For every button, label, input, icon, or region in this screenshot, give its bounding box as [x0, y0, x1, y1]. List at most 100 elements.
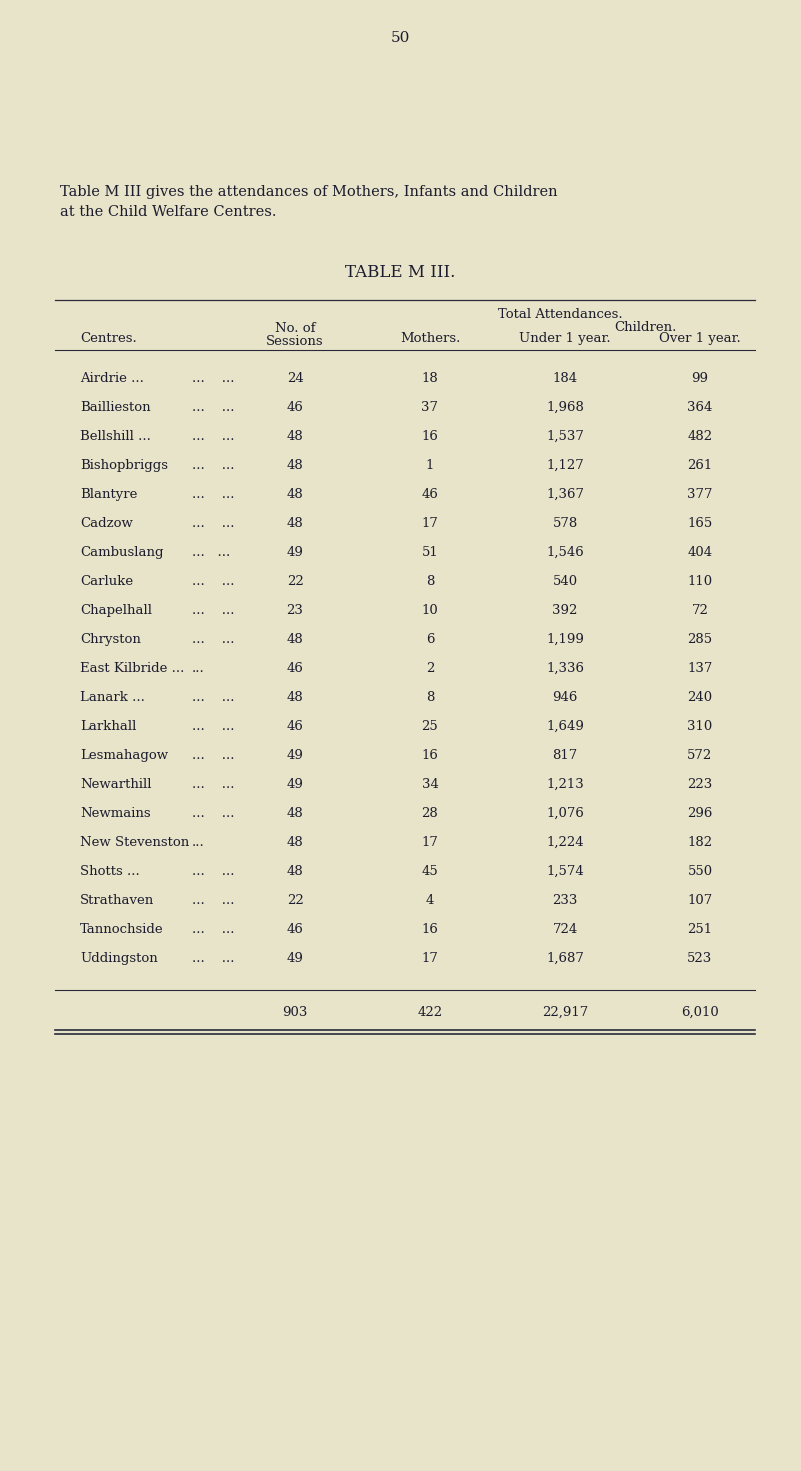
- Text: 46: 46: [287, 400, 304, 413]
- Text: ...    ...: ... ...: [192, 516, 235, 530]
- Text: 48: 48: [287, 487, 304, 500]
- Text: 296: 296: [687, 806, 713, 819]
- Text: Sessions: Sessions: [266, 334, 324, 347]
- Text: ...    ...: ... ...: [192, 400, 235, 413]
- Text: Centres.: Centres.: [80, 331, 137, 344]
- Text: Airdrie ...: Airdrie ...: [80, 372, 144, 384]
- Text: 724: 724: [553, 922, 578, 936]
- Text: Strathaven: Strathaven: [80, 893, 155, 906]
- Text: 1,199: 1,199: [546, 633, 584, 646]
- Text: 523: 523: [687, 952, 713, 965]
- Text: ...: ...: [192, 662, 205, 675]
- Text: 17: 17: [421, 516, 438, 530]
- Text: 22,917: 22,917: [541, 1006, 588, 1018]
- Text: 1,537: 1,537: [546, 430, 584, 443]
- Text: 46: 46: [287, 662, 304, 675]
- Text: 1,224: 1,224: [546, 836, 584, 849]
- Text: at the Child Welfare Centres.: at the Child Welfare Centres.: [60, 204, 276, 219]
- Text: 310: 310: [687, 719, 713, 733]
- Text: Lesmahagow: Lesmahagow: [80, 749, 168, 762]
- Text: ...    ...: ... ...: [192, 430, 235, 443]
- Text: 165: 165: [687, 516, 713, 530]
- Text: 946: 946: [553, 690, 578, 703]
- Text: ...   ...: ... ...: [192, 546, 230, 559]
- Text: 48: 48: [287, 516, 304, 530]
- Text: Chryston: Chryston: [80, 633, 141, 646]
- Text: 46: 46: [421, 487, 438, 500]
- Text: 8: 8: [426, 575, 434, 587]
- Text: ...    ...: ... ...: [192, 575, 235, 587]
- Text: 540: 540: [553, 575, 578, 587]
- Text: East Kilbride ...: East Kilbride ...: [80, 662, 184, 675]
- Text: 17: 17: [421, 952, 438, 965]
- Text: 16: 16: [421, 430, 438, 443]
- Text: 392: 392: [553, 603, 578, 616]
- Text: ...    ...: ... ...: [192, 865, 235, 878]
- Text: 903: 903: [282, 1006, 308, 1018]
- Text: 377: 377: [687, 487, 713, 500]
- Text: 240: 240: [687, 690, 713, 703]
- Text: Mothers.: Mothers.: [400, 331, 461, 344]
- Text: 49: 49: [287, 749, 304, 762]
- Text: 22: 22: [287, 893, 304, 906]
- Text: Shotts ...: Shotts ...: [80, 865, 139, 878]
- Text: 28: 28: [421, 806, 438, 819]
- Text: 110: 110: [687, 575, 713, 587]
- Text: Cambuslang: Cambuslang: [80, 546, 163, 559]
- Text: 1,127: 1,127: [546, 459, 584, 472]
- Text: 233: 233: [553, 893, 578, 906]
- Text: 48: 48: [287, 633, 304, 646]
- Text: 578: 578: [553, 516, 578, 530]
- Text: 25: 25: [421, 719, 438, 733]
- Text: 1,687: 1,687: [546, 952, 584, 965]
- Text: New Stevenston: New Stevenston: [80, 836, 189, 849]
- Text: 16: 16: [421, 922, 438, 936]
- Text: ...    ...: ... ...: [192, 603, 235, 616]
- Text: 24: 24: [287, 372, 304, 384]
- Text: Tannochside: Tannochside: [80, 922, 163, 936]
- Text: 16: 16: [421, 749, 438, 762]
- Text: 6,010: 6,010: [681, 1006, 718, 1018]
- Text: 1,968: 1,968: [546, 400, 584, 413]
- Text: 817: 817: [553, 749, 578, 762]
- Text: 48: 48: [287, 836, 304, 849]
- Text: 45: 45: [421, 865, 438, 878]
- Text: 72: 72: [691, 603, 708, 616]
- Text: ...    ...: ... ...: [192, 806, 235, 819]
- Text: ...: ...: [192, 836, 205, 849]
- Text: ...    ...: ... ...: [192, 487, 235, 500]
- Text: 10: 10: [421, 603, 438, 616]
- Text: 251: 251: [687, 922, 713, 936]
- Text: 17: 17: [421, 836, 438, 849]
- Text: 23: 23: [287, 603, 304, 616]
- Text: 37: 37: [421, 400, 438, 413]
- Text: 49: 49: [287, 952, 304, 965]
- Text: No. of: No. of: [275, 322, 316, 334]
- Text: Baillieston: Baillieston: [80, 400, 151, 413]
- Text: 48: 48: [287, 690, 304, 703]
- Text: 48: 48: [287, 865, 304, 878]
- Text: 1,367: 1,367: [546, 487, 584, 500]
- Text: 8: 8: [426, 690, 434, 703]
- Text: TABLE M III.: TABLE M III.: [344, 263, 455, 281]
- Text: ...    ...: ... ...: [192, 372, 235, 384]
- Text: 48: 48: [287, 806, 304, 819]
- Text: 1,649: 1,649: [546, 719, 584, 733]
- Text: 1,213: 1,213: [546, 778, 584, 790]
- Text: 422: 422: [417, 1006, 443, 1018]
- Text: 6: 6: [426, 633, 434, 646]
- Text: ...    ...: ... ...: [192, 922, 235, 936]
- Text: Total Attendances.: Total Attendances.: [497, 307, 622, 321]
- Text: Uddingston: Uddingston: [80, 952, 158, 965]
- Text: 1,574: 1,574: [546, 865, 584, 878]
- Text: Table M III gives the attendances of Mothers, Infants and Children: Table M III gives the attendances of Mot…: [60, 185, 557, 199]
- Text: 22: 22: [287, 575, 304, 587]
- Text: 49: 49: [287, 778, 304, 790]
- Text: ...    ...: ... ...: [192, 893, 235, 906]
- Text: ...    ...: ... ...: [192, 633, 235, 646]
- Text: 46: 46: [287, 719, 304, 733]
- Text: 1: 1: [426, 459, 434, 472]
- Text: ...    ...: ... ...: [192, 459, 235, 472]
- Text: 550: 550: [687, 865, 713, 878]
- Text: ...    ...: ... ...: [192, 749, 235, 762]
